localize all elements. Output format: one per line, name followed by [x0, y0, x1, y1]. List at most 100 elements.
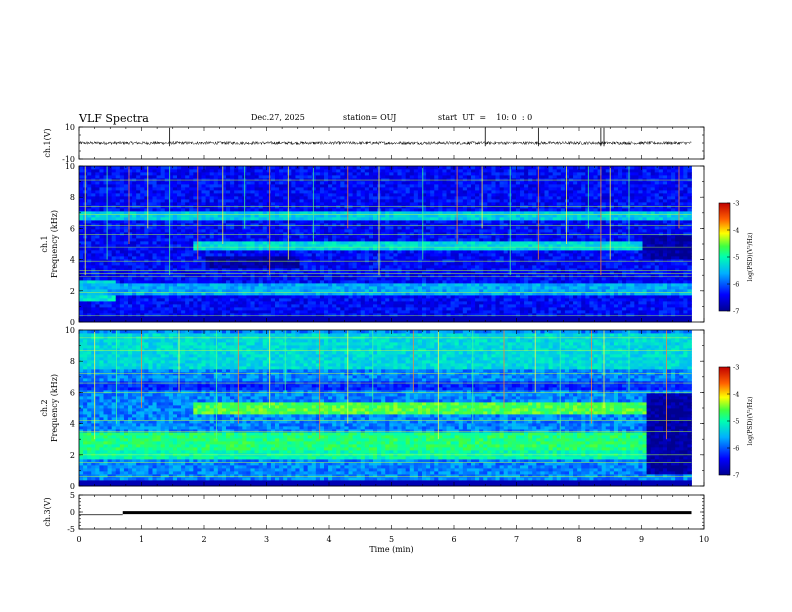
spectrogram-cell	[328, 283, 333, 287]
spectrogram-cell	[381, 256, 386, 260]
spectrogram-cell	[185, 295, 190, 299]
spectrogram-cell	[148, 214, 153, 218]
spectrogram-cell	[348, 229, 353, 233]
spectrogram-cell	[303, 289, 309, 293]
spectrogram-cell	[95, 310, 100, 314]
spectrogram-cell	[177, 256, 182, 260]
spectrogram-cell	[168, 292, 174, 296]
spectrogram-cell	[336, 301, 341, 305]
spectrogram-cell	[275, 292, 280, 296]
spectrogram-cell	[79, 295, 84, 299]
spectrogram-cell	[254, 253, 260, 257]
spectrogram-cell	[446, 208, 451, 212]
spectrogram-cell	[270, 262, 276, 266]
spectrogram-cell	[422, 181, 427, 185]
spectrogram-cell	[234, 190, 239, 194]
spectrogram-cell	[79, 229, 84, 233]
spectrogram-cell	[119, 247, 125, 251]
spectrogram-cell	[254, 202, 260, 206]
spectrogram-cell	[226, 277, 231, 281]
spectrogram-cell	[336, 226, 341, 230]
spectrogram-cell	[364, 244, 370, 248]
spectrogram-cell	[152, 202, 157, 206]
spectrogram-cell	[262, 196, 268, 200]
spectrogram-cell	[172, 301, 178, 305]
spectrogram-cell	[283, 271, 288, 275]
spectrogram-cell	[234, 214, 239, 218]
spectrogram-cell	[123, 259, 129, 263]
spectrogram-cell	[152, 259, 157, 263]
spectrogram-cell	[168, 271, 174, 275]
spectrogram-cell	[217, 298, 223, 302]
spectrogram-cell	[87, 265, 92, 269]
spectrogram-cell	[197, 202, 202, 206]
spectrogram-cell	[213, 211, 219, 215]
spectrogram-cell	[115, 202, 121, 206]
spectrogram-cell	[332, 244, 337, 248]
spectrogram-cell	[319, 313, 325, 317]
spectrogram-cell	[422, 166, 427, 170]
spectrogram-cell	[446, 214, 451, 218]
spectrogram-cell	[458, 241, 464, 245]
spectrogram-cell	[344, 253, 349, 257]
spectrogram-cell	[319, 166, 325, 170]
spectrogram-cell	[360, 169, 366, 173]
spectrogram-cell	[270, 280, 276, 284]
spectrogram-cell	[221, 217, 227, 221]
spectrogram-cell	[217, 271, 223, 275]
spectrogram-cell	[189, 241, 194, 245]
spectrogram-cell	[373, 202, 378, 206]
spectrogram-cell	[340, 223, 345, 227]
spectrogram-cell	[148, 217, 153, 221]
spectrogram-cell	[136, 259, 141, 263]
spectrogram-cell	[217, 196, 223, 200]
spectrogram-cell	[446, 301, 451, 305]
spectrogram-cell	[348, 307, 353, 311]
spectrogram-cell	[246, 193, 251, 197]
spectrogram-cell	[299, 247, 304, 251]
spectrogram-cell	[332, 190, 337, 194]
spectrogram-cell	[397, 262, 402, 266]
spectrogram-cell	[266, 295, 272, 299]
spectrogram-cell	[103, 286, 108, 290]
spectrogram-cell	[103, 307, 108, 311]
spectrogram-cell	[446, 202, 451, 206]
spectrogram-cell	[95, 280, 100, 284]
spectrogram-cell	[221, 301, 227, 305]
spectrogram-cell	[242, 271, 247, 275]
spectrogram-cell	[128, 250, 133, 254]
spectrogram-cell	[442, 217, 447, 221]
spectrogram-cell	[119, 268, 125, 272]
spectrogram-cell	[91, 313, 96, 317]
spectrogram-cell	[238, 172, 243, 176]
spectrogram-cell	[230, 235, 235, 239]
spectrogram-cell	[270, 178, 276, 182]
spectrogram-cell	[279, 253, 284, 257]
spectrogram-cell	[234, 253, 239, 257]
spectrogram-cell	[266, 181, 272, 185]
spectrogram-cell	[405, 214, 411, 218]
spectrogram-cell	[348, 226, 353, 230]
spectrogram-cell	[303, 286, 309, 290]
spectrogram-cell	[156, 271, 162, 275]
spectrogram-cell	[319, 214, 325, 218]
spectrogram-cell	[230, 199, 235, 203]
spectrogram-cell	[397, 265, 402, 269]
spectrogram-cell	[230, 253, 235, 257]
spectrogram-cell	[385, 319, 390, 323]
spectrogram-cell	[136, 280, 141, 284]
spectrogram-cell	[79, 301, 84, 305]
spectrogram-cell	[111, 304, 117, 308]
spectrogram-cell	[111, 262, 117, 266]
spectrogram-cell	[250, 262, 255, 266]
spectrogram-cell	[385, 193, 390, 197]
spectrogram-cell	[177, 313, 182, 317]
spectrogram-cell	[401, 250, 407, 254]
spectrogram-cell	[446, 199, 451, 203]
spectrogram-cell	[156, 208, 162, 212]
spectrogram-cell	[352, 316, 358, 320]
spectrogram-cell	[393, 289, 398, 293]
spectrogram-cell	[426, 304, 431, 308]
spectrogram-cell	[213, 250, 219, 254]
spectrogram-cell	[254, 190, 260, 194]
